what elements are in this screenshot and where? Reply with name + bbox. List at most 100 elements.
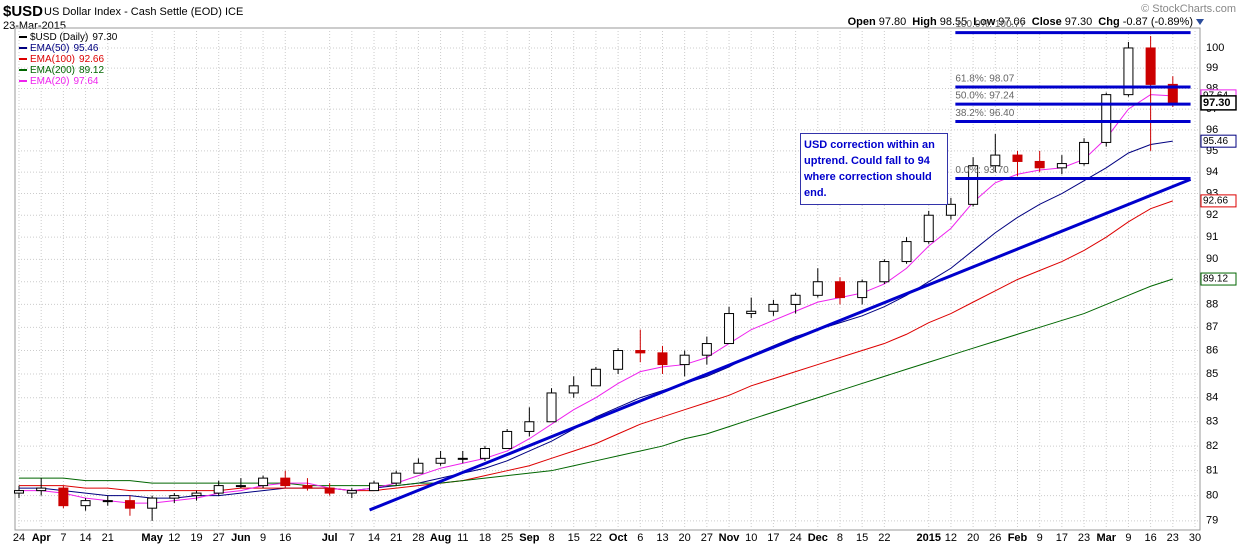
y-tick-label: 82 xyxy=(1206,440,1218,452)
x-tick-label: 28 xyxy=(412,532,424,544)
x-tick-label: 14 xyxy=(79,532,91,544)
legend-entry: EMA(50) 95.46 xyxy=(30,43,99,54)
candle-body xyxy=(36,487,47,492)
legend-entry: EMA(20) 97.64 xyxy=(30,76,99,87)
candle-body xyxy=(746,310,757,315)
candle-body xyxy=(457,457,468,460)
annotation: USD correction within an uptrend. Could … xyxy=(800,133,948,205)
x-tick-label: 24 xyxy=(789,532,801,544)
x-tick-label: 25 xyxy=(501,532,513,544)
candle-body xyxy=(302,485,313,489)
y-tick-label: 87 xyxy=(1206,321,1218,333)
quote-name: Open xyxy=(848,16,876,28)
x-tick-label: 17 xyxy=(1056,532,1068,544)
x-tick-label: 12 xyxy=(168,532,180,544)
x-tick-label: 15 xyxy=(568,532,580,544)
close-box xyxy=(1200,95,1237,111)
x-tick-label: 22 xyxy=(878,532,890,544)
x-tick-label: 24 xyxy=(13,532,25,544)
x-tick-label: 16 xyxy=(279,532,291,544)
candle-body xyxy=(14,490,24,494)
candle-body xyxy=(679,354,690,366)
x-tick-label: Nov xyxy=(719,532,741,544)
candle-body xyxy=(724,313,735,345)
x-tick-label: 27 xyxy=(701,532,713,544)
quote-value: 97.30 xyxy=(1065,16,1093,28)
candle-body xyxy=(1034,160,1045,169)
value-box xyxy=(1200,194,1237,208)
value-box-label: 89.12 xyxy=(1203,274,1228,285)
legend-entry: EMA(200) 89.12 xyxy=(30,65,104,76)
candle-body xyxy=(768,303,779,312)
y-tick-label: 96 xyxy=(1206,124,1218,136)
x-tick-label: Dec xyxy=(808,532,828,544)
legend-name: EMA(100) xyxy=(30,54,75,65)
x-tick-label: 18 xyxy=(479,532,491,544)
x-tick-label: 9 xyxy=(260,532,266,544)
quote-value: 97.06 xyxy=(998,16,1026,28)
date: 23-Mar-2015 xyxy=(3,20,66,32)
candle-body xyxy=(590,368,601,387)
candle-body xyxy=(479,448,490,459)
x-tick-label: 12 xyxy=(945,532,957,544)
fib-label: 50.0%: 97.24 xyxy=(955,91,1014,102)
x-tick-label: 16 xyxy=(1144,532,1156,544)
ema-line xyxy=(19,94,1173,504)
candle-body xyxy=(923,214,934,243)
x-tick-label: 6 xyxy=(637,532,643,544)
candle-body xyxy=(346,490,357,494)
fib-label: 100.0%: 100.77 xyxy=(955,19,1025,30)
quote-name: High xyxy=(912,16,937,28)
candle-body xyxy=(413,462,424,474)
fib-label: 61.8%: 98.07 xyxy=(955,74,1014,85)
candle-body xyxy=(169,495,180,499)
candle-body xyxy=(1145,47,1156,85)
close-box-label: 97.30 xyxy=(1203,97,1231,109)
fib-label: 38.2%: 96.40 xyxy=(955,108,1014,119)
candle-body xyxy=(58,487,69,507)
candle-body xyxy=(280,477,291,487)
value-box xyxy=(1200,272,1237,286)
x-tick-label: 17 xyxy=(767,532,779,544)
quote: Open 97.80 High 98.55 Low 97.06 Close 97.30 Chg -… xyxy=(848,16,1193,28)
x-tick-label: Jun xyxy=(231,532,251,544)
x-tick-label: 19 xyxy=(190,532,202,544)
source: © StockCharts.com xyxy=(1141,3,1236,15)
x-tick-label: Oct xyxy=(609,532,628,544)
x-tick-label: 23 xyxy=(1167,532,1179,544)
y-tick-label: 83 xyxy=(1206,416,1218,428)
x-tick-label: 2015 xyxy=(916,532,940,544)
candle-body xyxy=(834,281,845,299)
x-tick-label: 9 xyxy=(1125,532,1131,544)
x-tick-label: 8 xyxy=(548,532,554,544)
ema-line xyxy=(19,278,1173,487)
x-tick-label: 15 xyxy=(856,532,868,544)
x-tick-label: 14 xyxy=(368,532,380,544)
y-tick-label: 84 xyxy=(1206,392,1218,404)
y-tick-label: 90 xyxy=(1206,253,1218,265)
x-tick-label: Aug xyxy=(430,532,451,544)
value-box xyxy=(1200,134,1237,148)
legend-value: 95.46 xyxy=(73,43,98,54)
y-tick-label: 80 xyxy=(1206,490,1218,502)
x-tick-label: May xyxy=(141,532,163,544)
y-tick-label: 86 xyxy=(1206,344,1218,356)
value-box-label: 95.46 xyxy=(1203,136,1228,147)
candle-body xyxy=(502,430,513,450)
legend-value: 97.64 xyxy=(73,76,98,87)
candle-body xyxy=(812,281,823,296)
quote-name: Low xyxy=(973,16,995,28)
legend-value: 89.12 xyxy=(79,65,104,76)
fib-label: 0.0%: 93.70 xyxy=(955,165,1009,176)
quote-value: 98.55 xyxy=(940,16,968,28)
y-tick-label: 94 xyxy=(1206,166,1218,178)
y-tick-label: 100 xyxy=(1206,42,1224,54)
x-tick-label: Apr xyxy=(32,532,52,544)
y-tick-label: 91 xyxy=(1206,231,1218,243)
x-tick-label: 21 xyxy=(102,532,114,544)
x-tick-label: 8 xyxy=(837,532,843,544)
candle-body xyxy=(701,343,712,356)
candle-body xyxy=(1079,141,1090,165)
candle-body xyxy=(147,497,158,509)
